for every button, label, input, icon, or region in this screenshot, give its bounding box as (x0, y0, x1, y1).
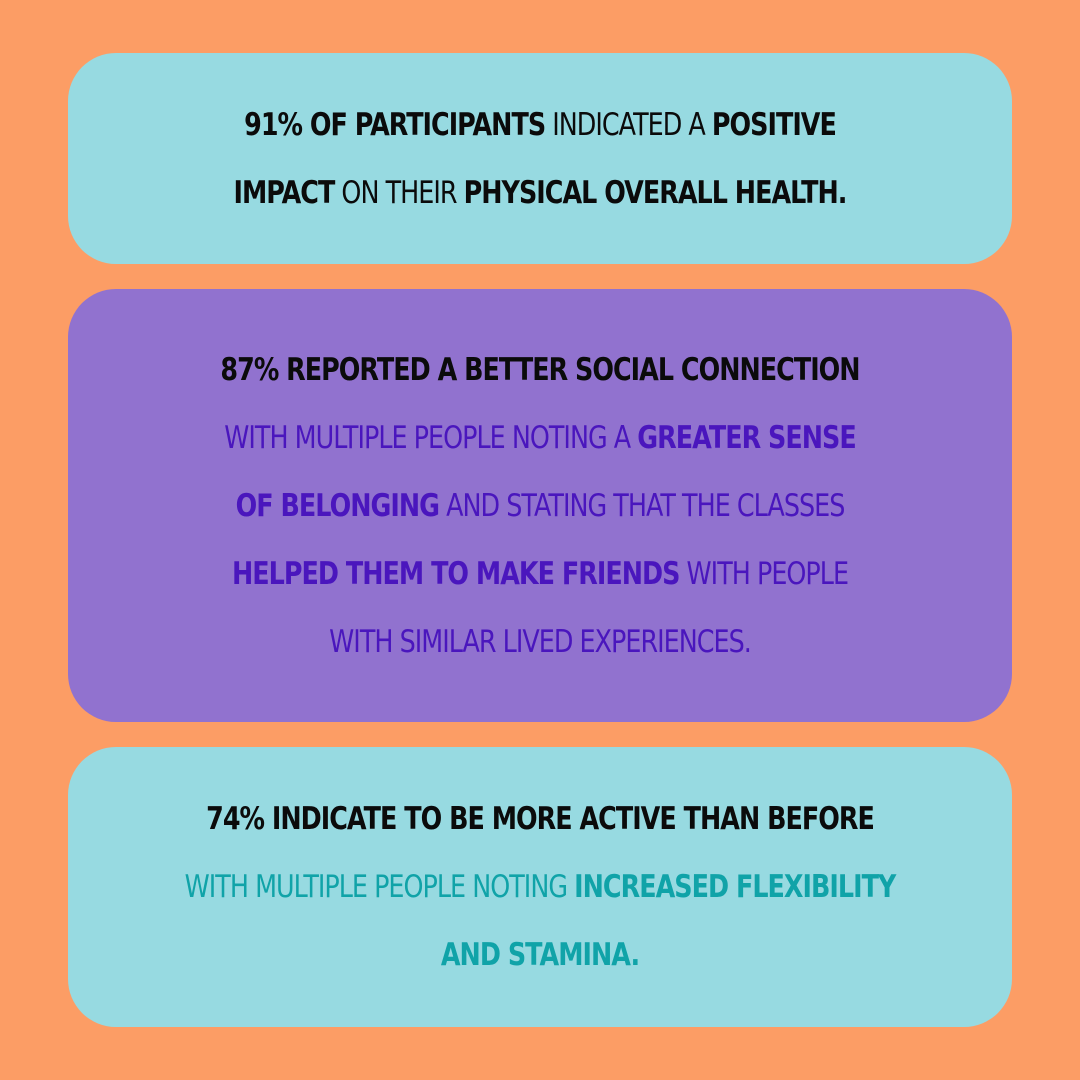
stat-text-physical-health: 91% of participants indicated a positive… (204, 91, 876, 227)
stat-card-activity: 74% indicate to be more active than befo… (68, 747, 1012, 1027)
stat-text-social-connection: 87% reported a better social connection w… (212, 336, 868, 676)
stat-lead: 87% reported a better social connection (220, 351, 860, 388)
stat-highlight: 91% of participants (244, 106, 546, 143)
stat-highlight: helped them to make friends (231, 555, 680, 592)
stat-body-text: on their (334, 174, 464, 211)
stat-body-text: with multiple people noting (184, 869, 575, 905)
stat-body-text: with people with similar lived experienc… (329, 555, 849, 660)
stat-highlight: physical overall health. (463, 174, 848, 211)
stat-card-physical-health: 91% of participants indicated a positive… (68, 53, 1012, 264)
stat-body-text: with multiple people noting a (224, 419, 638, 456)
stat-card-social-connection: 87% reported a better social connection w… (68, 289, 1012, 722)
stat-highlight: greater sense of belonging (235, 419, 857, 524)
stat-highlight: increased flexibility and stamina. (440, 869, 896, 973)
stat-text-activity: 74% indicate to be more active than befo… (183, 785, 897, 989)
stat-lead: 74% indicate to be more active than befo… (206, 801, 875, 837)
stat-highlight: positive impact (233, 106, 836, 211)
stat-body-text: and stating that the classes (439, 487, 845, 524)
stat-body-text: indicated a (545, 106, 712, 143)
